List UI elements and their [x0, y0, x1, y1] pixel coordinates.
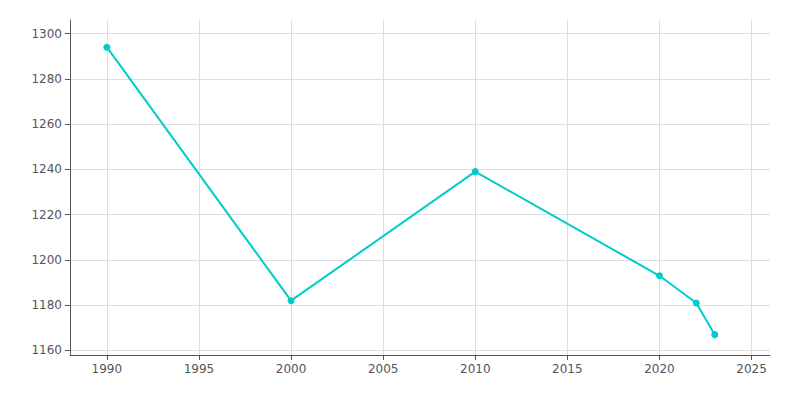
svg-text:1240: 1240 [31, 162, 62, 176]
svg-text:1300: 1300 [31, 27, 62, 41]
svg-text:1180: 1180 [31, 298, 62, 312]
svg-text:2000: 2000 [276, 362, 307, 376]
svg-text:1280: 1280 [31, 72, 62, 86]
svg-text:2005: 2005 [368, 362, 399, 376]
svg-text:2015: 2015 [552, 362, 583, 376]
svg-text:2010: 2010 [460, 362, 491, 376]
svg-text:1200: 1200 [31, 253, 62, 267]
svg-text:1160: 1160 [31, 343, 62, 357]
svg-text:1260: 1260 [31, 117, 62, 131]
svg-text:2025: 2025 [736, 362, 767, 376]
svg-text:2020: 2020 [644, 362, 675, 376]
svg-text:1220: 1220 [31, 208, 62, 222]
svg-text:1990: 1990 [92, 362, 123, 376]
svg-text:1995: 1995 [184, 362, 215, 376]
